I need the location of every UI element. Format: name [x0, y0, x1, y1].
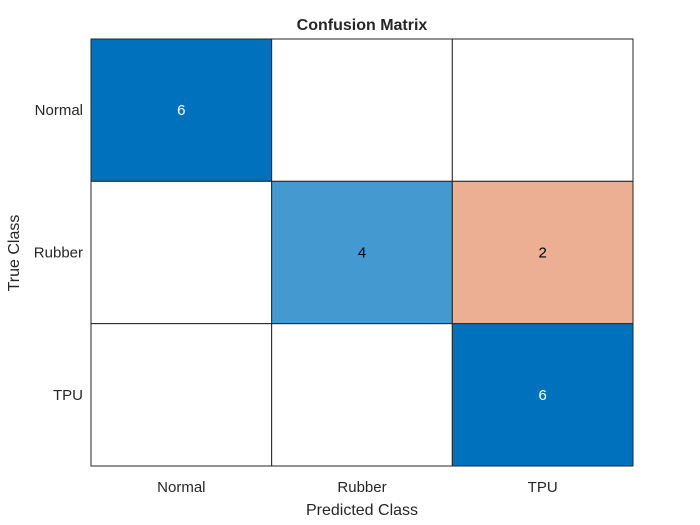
- matrix-cell-rubber-normal: [90, 180, 273, 325]
- x-axis-label: Predicted Class: [306, 502, 418, 519]
- x-tick-label-rubber: Rubber: [337, 479, 386, 496]
- cell-value-label: 6: [177, 102, 185, 119]
- matrix-cell-rubber-rubber: [271, 180, 453, 325]
- x-tick-labels: Normal Rubber TPU: [157, 479, 558, 496]
- cell-value-label: 2: [538, 245, 546, 262]
- matrix-cell-rubber-tpu: [451, 180, 634, 325]
- y-tick-labels: Normal Rubber TPU: [34, 102, 83, 404]
- x-tick-label-tpu: TPU: [528, 479, 558, 496]
- matrix-cell-values: 6 4 2 6: [177, 102, 547, 404]
- matrix-cell-normal-rubber: [271, 38, 453, 182]
- y-tick-label-tpu: TPU: [53, 387, 83, 404]
- y-tick-label-normal: Normal: [35, 102, 83, 119]
- cell-value-label: 4: [358, 245, 366, 262]
- cell-value-label: 6: [538, 387, 546, 404]
- y-axis-label: True Class: [6, 215, 23, 292]
- matrix-cell-tpu-rubber: [271, 323, 453, 467]
- chart-title: Confusion Matrix: [297, 17, 428, 34]
- x-tick-label-normal: Normal: [157, 479, 205, 496]
- matrix-cell-tpu-normal: [90, 323, 273, 467]
- matrix-cells: [90, 38, 634, 467]
- matrix-cell-normal-tpu: [451, 38, 634, 182]
- y-tick-label-rubber: Rubber: [34, 245, 83, 262]
- matrix-border: [90, 38, 634, 467]
- matrix-cell-normal-normal: [90, 38, 273, 182]
